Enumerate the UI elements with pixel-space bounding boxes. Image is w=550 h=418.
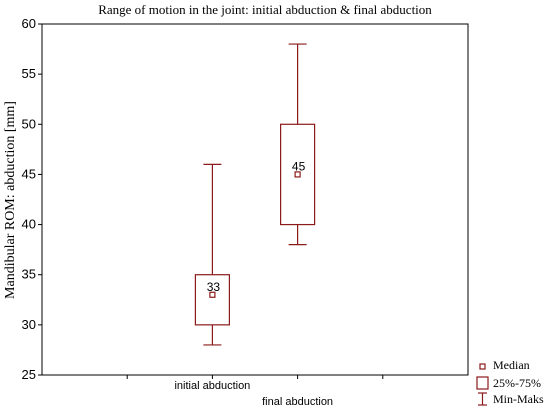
legend-median-marker	[479, 363, 486, 370]
median-label: 45	[292, 159, 306, 173]
box-2: 45	[280, 43, 316, 246]
y-axis-label: Mandibular ROM: abduction [mm]	[3, 101, 18, 299]
iqr-box	[280, 123, 316, 226]
median-marker	[294, 171, 301, 178]
x-category-label: final abduction	[262, 396, 333, 408]
boxes-group: 33 45	[194, 43, 316, 346]
legend-median-label: Median	[493, 358, 530, 372]
y-tick-label: 30	[22, 317, 36, 332]
y-tick-label: 55	[22, 66, 36, 81]
iqr-box	[194, 274, 230, 326]
y-tick-label: 60	[22, 16, 36, 31]
chart-title: Range of motion in the joint: initial ab…	[98, 2, 432, 17]
y-tick-label: 35	[22, 267, 36, 282]
x-category-label: initial abduction	[174, 380, 250, 392]
y-tick-label: 45	[22, 166, 36, 181]
median-label: 33	[207, 280, 221, 294]
legend: Median 25%-75% Min-Maks	[476, 358, 544, 406]
plot-frame	[41, 23, 469, 376]
y-tick-label: 40	[22, 217, 36, 232]
y-axis-ticks: 25 30 35 40 45 50 55 60	[22, 16, 42, 382]
legend-box-marker	[476, 376, 489, 390]
box-1: 33	[194, 163, 230, 346]
legend-whisker-label: Min-Maks	[493, 392, 544, 406]
y-tick-label: 50	[22, 116, 36, 131]
y-tick-label: 25	[22, 367, 36, 382]
x-axis-categories: initial abduction final abduction	[126, 375, 384, 408]
legend-box-label: 25%-75%	[493, 376, 541, 390]
median-marker	[209, 291, 216, 298]
